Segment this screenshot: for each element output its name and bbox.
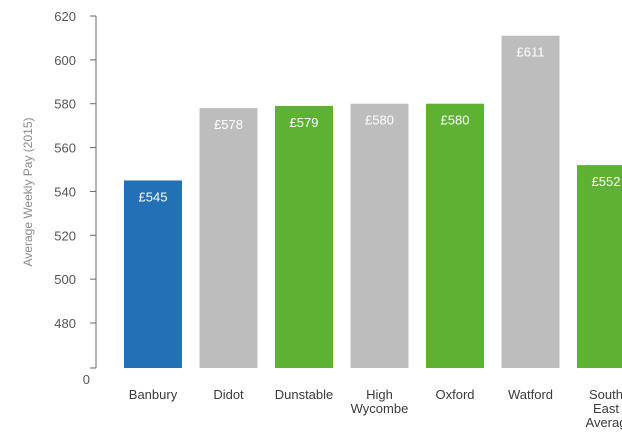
bar <box>501 35 560 368</box>
x-tick-label: Didot <box>213 387 244 402</box>
y-axis: 480 500 520 540 560 580 600 620 0 <box>54 9 97 387</box>
x-tick-label: Watford <box>508 387 553 402</box>
bar-value-label: £579 <box>290 115 319 130</box>
bar <box>577 165 622 368</box>
bar <box>275 105 333 369</box>
y-tick-label: 540 <box>54 184 76 199</box>
y-tick-label: 520 <box>54 228 76 243</box>
y-tick-label: 580 <box>54 97 76 112</box>
x-tick-label: SouthEastAverag <box>586 387 622 430</box>
x-tick-label: Banbury <box>129 387 178 402</box>
y-tick-label: 560 <box>54 141 76 156</box>
bar-value-label: £578 <box>214 117 243 132</box>
bar-value-label: £552 <box>592 174 621 189</box>
bar <box>350 103 409 368</box>
y-tick-label: 500 <box>54 272 76 287</box>
x-tick-label: High Wycombe <box>351 387 409 416</box>
bar <box>199 108 258 368</box>
bar-value-label: £545 <box>139 189 168 204</box>
y-tick-label: 600 <box>54 53 76 68</box>
y-tick-label: 480 <box>54 316 76 331</box>
x-tick-label: Dunstable <box>275 387 334 402</box>
x-axis-labels: Banbury Didot Dunstable High Wycombe Oxford Wa… <box>129 387 622 430</box>
y-axis-title: Average Weekly Pay (2015) <box>21 118 35 267</box>
bar <box>124 180 182 368</box>
y-tick-label: 620 <box>54 9 76 24</box>
bars: £545 £578 £579 £580 £580 £611 £552 <box>124 35 622 369</box>
y-tick-label: 0 <box>83 372 90 387</box>
bar-value-label: £580 <box>365 113 394 128</box>
x-tick-label: Oxford <box>435 387 474 402</box>
bar-value-label: £580 <box>441 113 470 128</box>
bar <box>426 103 484 368</box>
bar-value-label: £611 <box>517 45 545 60</box>
